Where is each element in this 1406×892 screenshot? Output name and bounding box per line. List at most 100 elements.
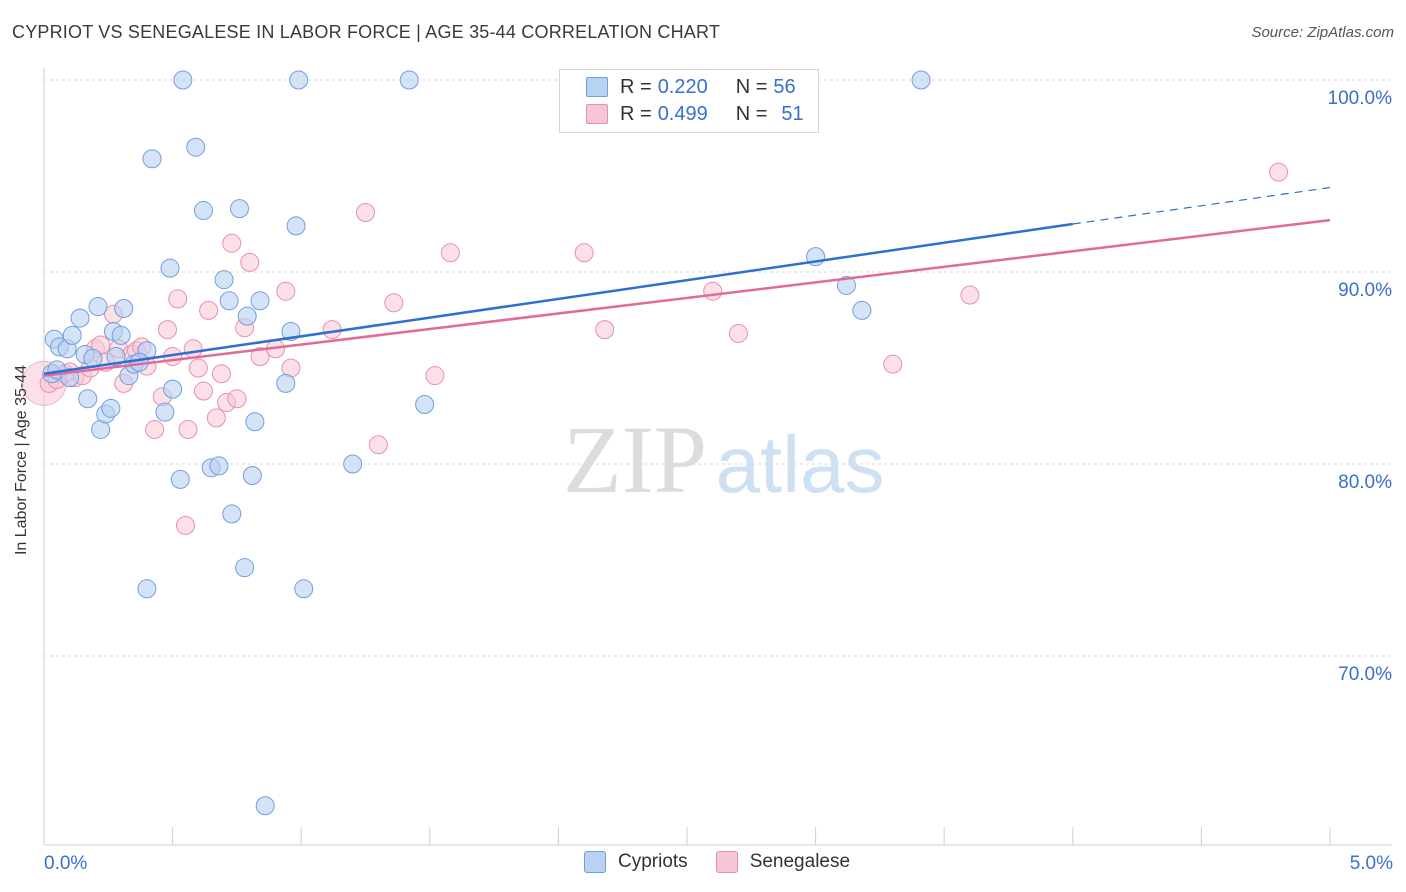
senegalese-point bbox=[188, 358, 208, 378]
senegalese-point bbox=[368, 435, 388, 455]
series-name-senegalese: Senegalese bbox=[749, 851, 851, 872]
senegalese-point bbox=[145, 419, 165, 439]
series-legend: Cypriots Senegalese bbox=[584, 851, 878, 873]
cypriot-point bbox=[78, 389, 98, 409]
cypriot-point bbox=[235, 558, 255, 578]
cypriot-point bbox=[255, 796, 275, 816]
cypriot-point bbox=[209, 456, 229, 476]
senegalese-point bbox=[384, 293, 404, 313]
x-tick-label: 5.0% bbox=[1350, 853, 1393, 874]
y-tick-label: 80.0% bbox=[1338, 472, 1392, 493]
cypriot-point bbox=[170, 469, 190, 489]
legend-swatch-senegalese bbox=[586, 104, 608, 124]
watermark-atlas: atlas bbox=[716, 420, 885, 509]
senegalese-point bbox=[595, 320, 615, 340]
senegalese-point bbox=[178, 419, 198, 439]
cypriot-point bbox=[250, 291, 270, 311]
y-tick-label: 70.0% bbox=[1338, 664, 1392, 685]
watermark-zip: ZIP bbox=[563, 406, 707, 513]
senegalese-point bbox=[425, 366, 445, 386]
series-legend-cypriots[interactable]: Cypriots bbox=[584, 851, 688, 873]
legend-n-value: 51 bbox=[781, 102, 804, 125]
series-name-cypriots: Cypriots bbox=[618, 851, 688, 872]
senegalese-point bbox=[240, 252, 260, 272]
senegalese-point bbox=[206, 408, 226, 428]
cypriot-point bbox=[399, 70, 419, 90]
cypriot-point bbox=[852, 300, 872, 320]
legend-r-value: 0.220 bbox=[657, 75, 708, 98]
cypriot-point bbox=[137, 579, 157, 599]
cypriot-point bbox=[415, 394, 435, 414]
senegalese-point bbox=[157, 320, 177, 340]
axes bbox=[43, 68, 1392, 846]
y-tick-labels: 100.0% 90.0% 80.0% 70.0% bbox=[1328, 88, 1393, 685]
cypriot-point bbox=[186, 137, 206, 157]
cypriot-point bbox=[294, 579, 314, 599]
senegalese-point bbox=[960, 285, 980, 305]
senegalese-point bbox=[440, 243, 460, 263]
cypriot-point bbox=[111, 325, 131, 345]
legend-r-value: 0.499 bbox=[657, 102, 708, 125]
y-tick-label: 90.0% bbox=[1338, 280, 1392, 301]
senegalese-point bbox=[1269, 162, 1289, 182]
senegalese-point bbox=[703, 281, 723, 301]
y-axis-label: In Labor Force | Age 35-44 bbox=[13, 364, 30, 556]
cypriot-point bbox=[101, 398, 121, 418]
cypriot-point bbox=[142, 149, 162, 169]
senegalese-point bbox=[574, 243, 594, 263]
x-tick-labels: 0.0% 5.0% bbox=[44, 853, 1393, 874]
legend-r-label: R = bbox=[620, 102, 652, 125]
senegalese-point bbox=[250, 346, 270, 366]
cypriot-point bbox=[229, 199, 249, 219]
senegalese-point bbox=[728, 323, 748, 343]
cypriot-point bbox=[62, 325, 82, 345]
cypriot-point bbox=[276, 373, 296, 393]
watermark: ZIP atlas bbox=[563, 406, 884, 513]
senegalese-point bbox=[322, 320, 342, 340]
cypriot-point bbox=[242, 466, 262, 486]
legend-row-senegalese: R = 0.499 N = 51 bbox=[586, 101, 804, 127]
cypriot-point bbox=[160, 258, 180, 278]
senegalese-point bbox=[193, 381, 213, 401]
series-swatch-cypriots bbox=[584, 851, 606, 873]
cypriot-point bbox=[193, 201, 213, 221]
cypriot-point bbox=[237, 306, 257, 326]
x-tick-label: 0.0% bbox=[44, 853, 87, 874]
trend-lines bbox=[43, 186, 1331, 377]
series-legend-senegalese[interactable]: Senegalese bbox=[715, 851, 851, 873]
cypriot-point bbox=[163, 379, 183, 399]
legend-r-label: R = bbox=[620, 75, 652, 98]
cypriot-point bbox=[219, 291, 239, 311]
stats-legend: R = 0.220 N = 56 R = 0.499 N = 51 bbox=[559, 69, 819, 133]
cypriot-point bbox=[836, 275, 856, 295]
cypriot-points bbox=[42, 70, 931, 816]
senegalese-point bbox=[222, 233, 242, 253]
cypriot-point bbox=[70, 308, 90, 328]
senegalese-point bbox=[227, 389, 247, 409]
cypriot-trend-extension bbox=[1072, 186, 1331, 225]
y-tick-label: 100.0% bbox=[1328, 88, 1393, 109]
cypriot-point bbox=[289, 70, 309, 90]
cypriot-point bbox=[343, 454, 363, 474]
source-label: Source: ZipAtlas.com bbox=[1251, 24, 1394, 41]
cypriot-point bbox=[88, 297, 108, 317]
legend-n-label: N = bbox=[735, 75, 768, 98]
cypriot-point bbox=[106, 346, 126, 366]
legend-row-cypriots: R = 0.220 N = 56 bbox=[586, 74, 796, 100]
senegalese-point bbox=[199, 300, 219, 320]
cypriot-point bbox=[173, 70, 193, 90]
senegalese-point bbox=[175, 515, 195, 535]
senegalese-trend-line bbox=[43, 218, 1331, 377]
legend-swatch-cypriots bbox=[586, 77, 608, 97]
senegalese-point bbox=[168, 289, 188, 309]
legend-n-label: N = bbox=[735, 102, 768, 125]
cypriot-point bbox=[911, 70, 931, 90]
senegalese-point bbox=[276, 281, 296, 301]
cypriot-point bbox=[222, 504, 242, 524]
legend-n-value: 56 bbox=[773, 75, 796, 98]
cypriot-point bbox=[114, 298, 134, 318]
senegalese-point bbox=[183, 339, 203, 359]
senegalese-point bbox=[211, 364, 231, 384]
series-swatch-senegalese bbox=[715, 851, 738, 873]
